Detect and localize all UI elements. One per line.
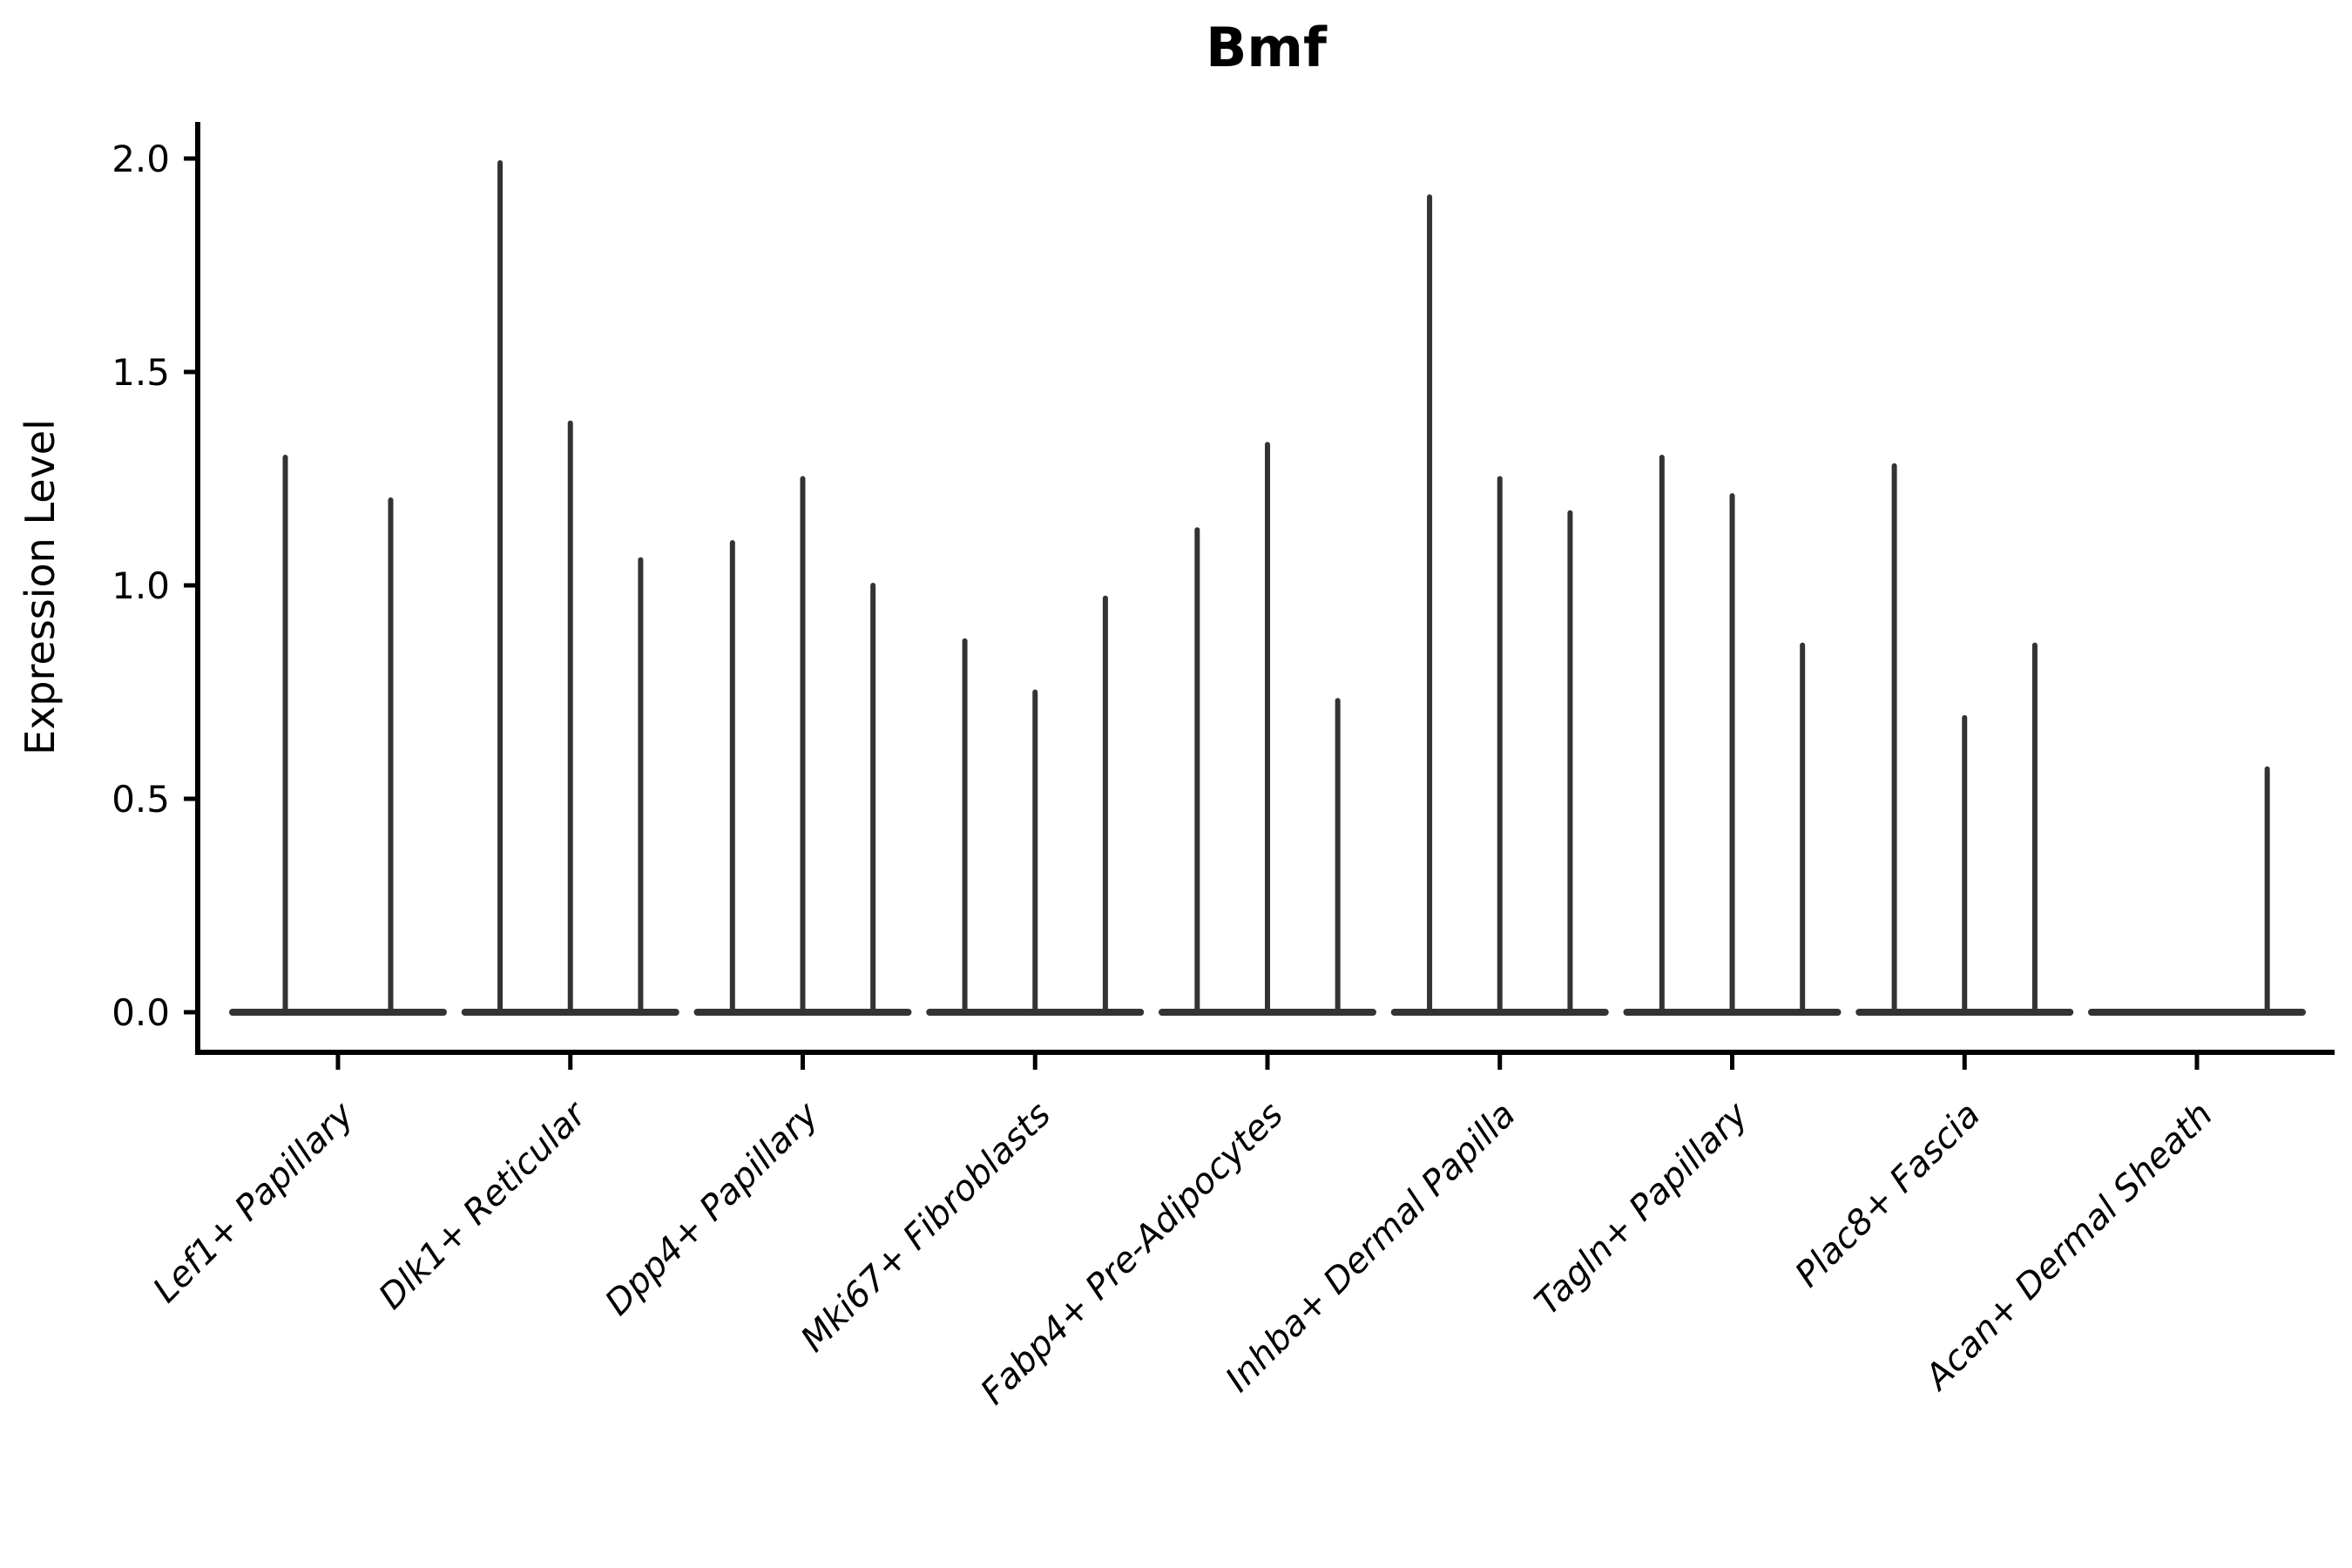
y-tick-label: 2.0 [112,138,170,180]
x-tick-label: Tagln+ Papillary [1527,1094,1756,1323]
y-tick-label: 0.0 [112,991,170,1034]
plot-title: Bmf [1206,16,1327,79]
x-tick-label: Mki67+ Fibroblasts [794,1095,1059,1361]
y-tick-label: 1.0 [112,564,170,607]
y-tick-label: 1.5 [112,351,170,394]
y-tick-label: 0.5 [112,778,170,821]
x-tick-label: Lef1+ Papillary [145,1094,362,1311]
x-tick-label: Dpp4+ Papillary [598,1094,827,1323]
x-tick-label: Plac8+ Fascia [1788,1095,1988,1295]
x-tick-label: Dlk1+ Reticular [371,1093,595,1317]
